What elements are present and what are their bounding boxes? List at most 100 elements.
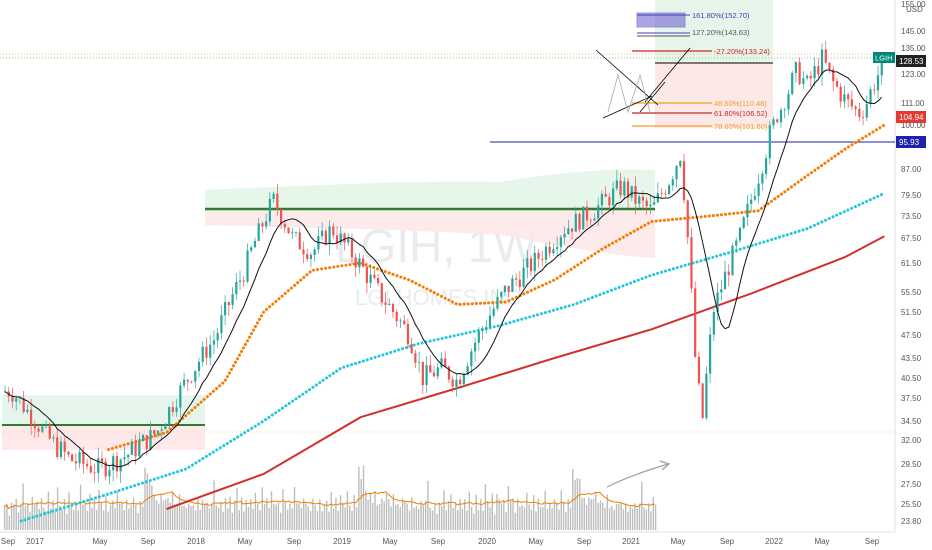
volume-bar <box>450 494 452 530</box>
volume-bar <box>77 510 79 530</box>
ma-short-line <box>4 69 883 468</box>
candle <box>757 174 760 204</box>
price-scale[interactable] <box>895 0 932 550</box>
candle <box>421 361 424 394</box>
candle <box>298 228 301 250</box>
candle <box>201 341 204 367</box>
volume-bar <box>505 511 507 530</box>
volume-bar <box>480 499 482 530</box>
candle <box>309 252 313 268</box>
volume-bar <box>282 489 284 530</box>
volume-bar <box>643 507 645 530</box>
volume-bar <box>296 503 298 530</box>
candle <box>306 248 309 262</box>
price-tick-label: 111.00 <box>901 99 925 108</box>
candle <box>358 253 361 274</box>
volume-bar <box>277 502 280 530</box>
volume-bar <box>252 509 254 530</box>
symbol-badge[interactable] <box>873 52 895 63</box>
volume-bar <box>109 504 112 530</box>
volume-bar <box>29 511 31 530</box>
candle <box>440 352 443 369</box>
volume-bar <box>631 508 634 530</box>
volume-bar <box>376 505 378 530</box>
volume-bar <box>636 508 638 530</box>
volume-bar <box>323 504 326 530</box>
candle <box>250 245 253 253</box>
volume-bar <box>500 503 503 530</box>
time-tick-label: 2020 <box>478 537 496 546</box>
candle <box>697 351 701 387</box>
candle <box>347 233 350 247</box>
candle <box>168 406 171 429</box>
red-price-badge[interactable] <box>896 111 926 123</box>
volume-bar <box>197 497 199 530</box>
volume-bar <box>489 507 491 530</box>
time-tick-label: 2018 <box>187 537 205 546</box>
price-tick-label: 123.00 <box>901 70 926 79</box>
candle <box>746 195 749 226</box>
volume-bar <box>602 502 604 530</box>
wedge-lower-line <box>602 95 653 119</box>
volume-bar <box>91 508 93 530</box>
volume-bar <box>567 499 569 530</box>
volume-bar <box>583 497 585 530</box>
volume-bar <box>390 506 392 530</box>
volume-bar <box>344 507 346 530</box>
time-axis-labels: Sep 2017 May Sep 2018 May Sep 2019 May Sep 2020 May… <box>1 537 880 546</box>
fib-label-161: 161.80%(152.70) <box>692 11 750 20</box>
candle <box>425 355 428 394</box>
candle <box>518 270 521 292</box>
volume-bar <box>146 473 148 530</box>
volume-bar <box>641 481 643 530</box>
candle <box>466 362 469 376</box>
volume-bar <box>123 509 125 530</box>
candle <box>459 375 462 386</box>
last-price-badge[interactable] <box>896 55 926 67</box>
candle <box>406 318 410 350</box>
volume-bar <box>153 494 155 530</box>
volume-bar <box>312 498 314 530</box>
candle <box>515 273 518 286</box>
candle <box>709 326 712 384</box>
volume-bar <box>604 507 606 530</box>
candle <box>220 305 223 340</box>
volume-bar <box>510 501 512 530</box>
candle <box>492 304 495 319</box>
volume-bar <box>521 505 523 530</box>
candle <box>186 379 189 391</box>
candle <box>548 241 551 258</box>
volume-bar <box>652 496 654 530</box>
volume-bar <box>231 512 234 530</box>
volume-bar <box>569 507 572 530</box>
candle <box>59 436 63 460</box>
volume-bar <box>588 497 590 530</box>
candle <box>231 287 234 310</box>
price-tick-label: 23.80 <box>901 517 922 526</box>
candle <box>600 190 604 215</box>
price-tick-label: 79.50 <box>901 191 922 200</box>
candle <box>649 195 652 215</box>
volume-bar <box>151 485 153 530</box>
candle <box>477 326 480 351</box>
candle <box>156 430 160 438</box>
ma-line <box>19 191 886 523</box>
volume-bar <box>105 495 107 530</box>
volume-bar <box>493 514 496 530</box>
volume-bar <box>300 508 303 530</box>
candle <box>33 420 36 439</box>
volume-bar <box>576 477 579 530</box>
volume-bar <box>613 509 615 530</box>
candle <box>772 116 775 130</box>
candle <box>175 399 178 417</box>
candle <box>608 193 611 211</box>
candle <box>108 465 111 485</box>
blue-price-badge[interactable] <box>896 136 926 148</box>
volume-bar <box>33 504 36 530</box>
volume-bar <box>227 508 229 530</box>
candle <box>44 420 48 429</box>
volume-bar <box>284 501 286 530</box>
candle <box>503 285 507 297</box>
